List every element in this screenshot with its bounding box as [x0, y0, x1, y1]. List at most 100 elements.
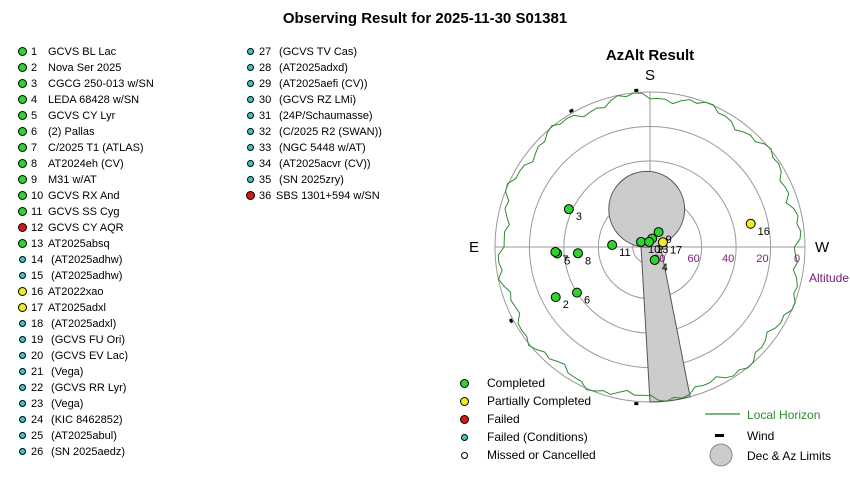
target-mark-2 [550, 292, 561, 303]
completed-status-dot [18, 111, 27, 120]
limits-swatch [709, 443, 733, 467]
target-name: (AT2025abul) [48, 430, 117, 442]
target-name: AT2024eh (CV) [48, 158, 124, 170]
target-number: 13 [31, 238, 44, 250]
target-name: GCVS SS Cyg [48, 206, 120, 218]
altitude-tick-label: 0 [794, 253, 800, 265]
target-number: 35 [259, 174, 272, 186]
target-number: 9 [31, 174, 38, 186]
target-number: 24 [31, 414, 44, 426]
wind-mark [568, 108, 574, 114]
target-number: 28 [259, 62, 272, 74]
failed_conditions-status-dot [247, 112, 254, 119]
target-mark-label: 13 [656, 244, 668, 256]
completed-status-dot [18, 63, 27, 72]
target-number: 12 [31, 222, 44, 234]
target-name: AT2025absq [48, 238, 110, 250]
dec-az-limits [608, 170, 691, 403]
target-number: 15 [31, 270, 44, 282]
target-number: 23 [31, 398, 44, 410]
target-name: (AT2025adxd) [276, 62, 348, 74]
declination-limit-disc [608, 170, 686, 248]
target-number: 3 [31, 78, 38, 90]
target-name: (AT2025adhw) [48, 254, 123, 266]
failed_conditions-status-dot [19, 416, 26, 423]
target-mark-label: 10 [648, 244, 660, 256]
target-mark-label: 4 [662, 262, 668, 274]
target-number: 26 [31, 446, 44, 458]
wind-mark [634, 401, 639, 406]
target-name: (Vega) [48, 366, 84, 378]
target-name: GCVS BL Lac [48, 46, 117, 58]
target-mark-11 [607, 240, 618, 251]
target-name: SBS 1301+594 w/SN [276, 190, 380, 202]
page-title: Observing Result for 2025-11-30 S01381 [282, 10, 568, 27]
completed-status-dot [18, 159, 27, 168]
wind-mark [508, 318, 514, 324]
failed_conditions-status-dot [19, 336, 26, 343]
target-number: 7 [31, 142, 38, 154]
target-number: 1 [31, 46, 38, 58]
target-list-column-1: 1 GCVS BL Lac 2 Nova Ser 2025 3 CGCG 250-013 … [18, 45, 228, 465]
target-number: 20 [31, 350, 44, 362]
compass-labels: SNEW [469, 67, 830, 256]
target-name: GCVS CY AQR [48, 222, 124, 234]
target-number: 30 [259, 94, 272, 106]
target-mark-label: 11 [619, 247, 630, 259]
legend-horizon-label: Local Horizon [747, 408, 820, 422]
target-name: (2) Pallas [48, 126, 95, 138]
target-name: (AT2025adhw) [48, 270, 123, 282]
wind-marks [508, 88, 639, 406]
target-name: (GCVS RR Lyr) [48, 382, 127, 394]
completed-status-dot [18, 143, 27, 152]
local-horizon-line [497, 92, 802, 402]
target-number: 4 [31, 94, 38, 106]
target-mark-16 [745, 218, 756, 229]
failed_conditions-status-dot [247, 64, 254, 71]
completed-status-dot [18, 127, 27, 136]
failed-status-dot [18, 223, 27, 232]
target-number: 32 [259, 126, 272, 138]
target-mark-13 [644, 236, 655, 247]
failed_conditions-status-dot [247, 128, 254, 135]
target-name: GCVS RX And [48, 190, 120, 202]
target-number: 31 [259, 110, 272, 122]
target-mark-8 [572, 248, 583, 259]
target-marks: 1234567891011131617 [550, 204, 770, 311]
target-mark-label: 17 [670, 244, 682, 256]
target-name: AT2022xao [48, 286, 104, 298]
target-mark-label: 9 [666, 234, 672, 246]
failed_conditions-status-dot [247, 96, 254, 103]
completed-legend-dot [460, 378, 469, 388]
failed_conditions-status-dot [19, 352, 26, 359]
target-mark-9 [653, 227, 664, 238]
failed_conditions-legend-dot [461, 433, 468, 441]
target-mark-6 [571, 287, 582, 298]
target-number: 6 [31, 126, 38, 138]
target-mark-17 [657, 237, 668, 248]
failed_conditions-status-dot [19, 368, 26, 375]
altitude-tick-label: 40 [722, 253, 734, 265]
target-number: 21 [31, 366, 44, 378]
partial-status-dot [18, 287, 27, 296]
wind-swatch [715, 434, 724, 437]
target-mark-4 [649, 254, 660, 265]
target-number: 34 [259, 158, 272, 170]
failed_conditions-status-dot [19, 432, 26, 439]
target-number: 29 [259, 78, 272, 90]
target-mark-label: 16 [758, 226, 770, 238]
target-number: 14 [31, 254, 44, 266]
chart-legend: Local Horizon Wind Dec & Az Limits [705, 408, 831, 467]
target-number: 16 [31, 286, 44, 298]
target-name: AT2025adxl [48, 302, 106, 314]
completed-status-dot [18, 239, 27, 248]
azalt-chart: AzAlt Result SNEW 806040200Altitude 1234… [469, 47, 849, 406]
target-number: 25 [31, 430, 44, 442]
target-name: (AT2025adxl) [48, 318, 117, 330]
target-mark-label: 8 [585, 255, 591, 267]
wind-mark [634, 88, 639, 93]
target-list-column-2: 27 (GCVS TV Cas) 28 (AT2025adxd) 29 (AT202… [246, 45, 436, 215]
direction-east: E [469, 239, 479, 256]
target-name: (GCVS RZ LMi) [276, 94, 357, 106]
completed-status-dot [18, 47, 27, 56]
